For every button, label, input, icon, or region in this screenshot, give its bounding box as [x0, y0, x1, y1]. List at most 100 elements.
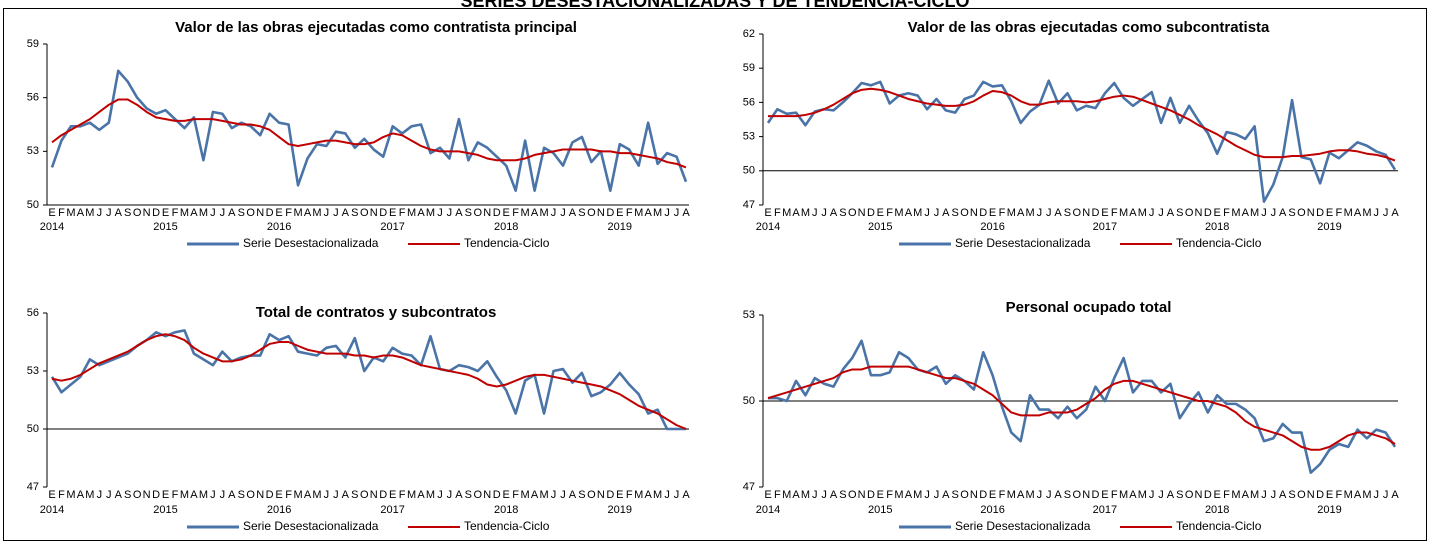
x-tick-label: D: [266, 489, 274, 501]
chart-title: Valor de las obras ejecutadas como subco…: [908, 19, 1270, 36]
x-tick-label: M: [407, 489, 416, 501]
legend-label: Serie Desestacionalizada: [955, 236, 1091, 250]
x-tick-label: M: [180, 207, 189, 219]
y-tick-label: 50: [27, 423, 39, 435]
year-label: 2017: [380, 504, 404, 516]
x-tick-label: A: [1054, 207, 1062, 219]
x-tick-label: E: [764, 207, 771, 219]
x-tick-label: N: [143, 207, 151, 219]
x-tick-label: F: [399, 207, 406, 219]
y-tick-label: 50: [27, 199, 39, 211]
x-tick-label: S: [124, 207, 131, 219]
x-tick-label: E: [989, 207, 996, 219]
x-tick-label: J: [333, 207, 339, 219]
x-tick-label: E: [389, 207, 396, 219]
x-tick-label: O: [848, 489, 857, 501]
chart-panel: Valor de las obras ejecutadas como contr…: [27, 19, 691, 250]
year-label: 2016: [980, 221, 1004, 233]
x-tick-label: E: [48, 489, 55, 501]
x-tick-label: J: [220, 207, 226, 219]
x-tick-label: M: [1138, 489, 1147, 501]
x-tick-label: F: [774, 207, 781, 219]
x-tick-label: A: [830, 207, 838, 219]
x-tick-label: O: [1297, 489, 1306, 501]
x-tick-label: J: [1271, 207, 1277, 219]
x-tick-label: E: [1214, 489, 1221, 501]
x-tick-label: E: [989, 489, 996, 501]
x-tick-label: F: [1111, 207, 1118, 219]
x-tick-label: S: [465, 207, 472, 219]
y-tick-label: 50: [743, 165, 755, 177]
x-tick-label: E: [877, 489, 884, 501]
x-tick-label: A: [115, 489, 123, 501]
x-tick-label: M: [1025, 489, 1034, 501]
x-tick-label: A: [190, 489, 198, 501]
x-tick-label: F: [1111, 489, 1118, 501]
x-tick-label: N: [1195, 489, 1203, 501]
x-tick-label: E: [503, 489, 510, 501]
y-tick-label: 47: [743, 199, 755, 211]
x-tick-label: N: [1307, 489, 1315, 501]
x-tick-label: D: [867, 207, 875, 219]
x-tick-label: M: [894, 489, 903, 501]
x-tick-label: A: [304, 207, 312, 219]
x-tick-label: J: [551, 207, 557, 219]
x-tick-label: E: [616, 207, 623, 219]
x-tick-label: M: [293, 489, 302, 501]
x-tick-label: J: [97, 207, 103, 219]
x-tick-label: O: [1073, 489, 1082, 501]
x-tick-label: M: [634, 207, 643, 219]
x-tick-label: J: [1046, 489, 1052, 501]
x-tick-label: M: [85, 489, 94, 501]
x-tick-label: E: [1101, 489, 1108, 501]
x-tick-label: D: [1204, 207, 1212, 219]
x-tick-label: M: [539, 489, 548, 501]
legend-label: Serie Desestacionalizada: [243, 519, 379, 533]
x-tick-label: M: [293, 207, 302, 219]
year-label: 2019: [608, 504, 632, 516]
x-tick-label: A: [1279, 207, 1287, 219]
x-tick-label: A: [1354, 489, 1362, 501]
x-tick-label: M: [913, 207, 922, 219]
x-tick-label: O: [360, 489, 369, 501]
x-tick-label: E: [1326, 489, 1333, 501]
x-tick-label: F: [172, 207, 179, 219]
x-tick-label: J: [106, 207, 112, 219]
x-tick-label: J: [1261, 489, 1267, 501]
y-tick-label: 62: [743, 28, 755, 40]
x-tick-label: N: [143, 489, 151, 501]
x-tick-label: A: [1017, 489, 1025, 501]
x-tick-label: D: [606, 489, 614, 501]
x-tick-label: N: [256, 489, 264, 501]
x-tick-label: O: [133, 489, 142, 501]
x-tick-label: E: [275, 207, 282, 219]
x-tick-label: M: [634, 489, 643, 501]
x-tick-label: J: [1037, 489, 1043, 501]
x-tick-label: A: [1354, 207, 1362, 219]
x-tick-label: A: [905, 207, 913, 219]
x-tick-label: N: [970, 489, 978, 501]
frame: [3, 8, 1427, 541]
y-tick-label: 53: [27, 145, 39, 157]
year-label: 2019: [1317, 504, 1341, 516]
x-tick-label: F: [626, 207, 633, 219]
x-tick-label: M: [312, 207, 321, 219]
x-tick-label: D: [1316, 207, 1324, 219]
x-tick-label: A: [1279, 489, 1287, 501]
x-tick-label: S: [1288, 207, 1295, 219]
x-tick-label: J: [1158, 207, 1164, 219]
y-tick-label: 53: [743, 309, 755, 321]
x-tick-label: A: [1242, 489, 1250, 501]
x-tick-label: J: [821, 207, 827, 219]
x-tick-label: S: [465, 489, 472, 501]
x-tick-label: J: [220, 489, 226, 501]
x-tick-label: E: [1101, 207, 1108, 219]
x-tick-label: N: [970, 207, 978, 219]
x-tick-label: F: [512, 489, 519, 501]
x-tick-label: A: [455, 489, 463, 501]
x-tick-label: J: [1149, 489, 1155, 501]
year-label: 2016: [267, 221, 291, 233]
x-tick-label: A: [1391, 207, 1399, 219]
y-tick-label: 59: [743, 62, 755, 74]
